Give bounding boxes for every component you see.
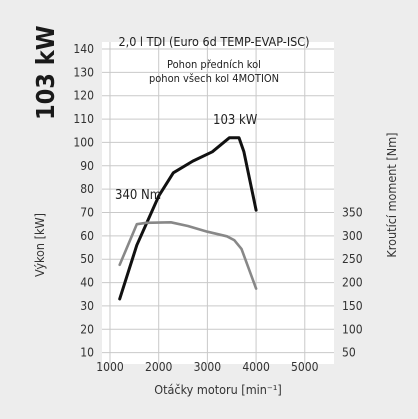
y-left-tick-label: 110 [73,112,94,126]
tick-labels: 1000 2000 3000 4000 5000 10 20 30 40 50 60 70 80 90 10… [73,42,362,374]
x-tick-label: 4000 [242,360,270,374]
y-left-tick-label: 30 [80,299,94,313]
y-left-tick-label: 120 [73,89,94,103]
y-right-tick-label: 50 [342,346,356,360]
y-right-tick-label: 100 [342,322,363,336]
power-badge: 103 kW [31,25,60,120]
torque-series-label: 340 Nm [115,188,161,203]
series-group [118,136,258,301]
y-right-tick-label: 300 [342,229,363,243]
y-left-tick-label: 90 [80,159,94,173]
y-left-tick-label: 10 [80,346,94,360]
chart-title: 2,0 l TDI (Euro 6d TEMP-EVAP-ISC) [118,34,309,49]
legend-line-2: pohon všech kol 4MOTION [149,72,279,85]
x-tick-label: 1000 [96,360,124,374]
x-tick-label: 2000 [145,360,173,374]
y-left-tick-label: 50 [80,252,94,266]
y-axis-left-label: Výkon [kW] [32,213,47,277]
y-right-tick-label: 250 [342,252,363,266]
power-series-label: 103 kW [213,113,258,128]
y-left-tick-label: 40 [80,276,94,290]
x-tick-label: 3000 [194,360,222,374]
y-left-tick-label: 60 [80,229,94,243]
y-left-tick-label: 140 [73,42,94,56]
y-left-tick-label: 70 [80,206,94,220]
x-tick-label: 5000 [291,360,319,374]
torque-curve [118,221,258,290]
plot-background [102,42,334,364]
x-axis-label: Otáčky motoru [min⁻¹] [154,382,281,397]
y-axis-right-label: Kroutící moment [Nm] [384,132,399,257]
y-left-tick-label: 100 [73,135,94,149]
y-right-tick-label: 350 [342,206,363,220]
y-right-tick-label: 150 [342,299,363,313]
legend-line-1: Pohon předních kol [167,58,261,71]
y-left-tick-label: 130 [73,65,94,79]
y-right-tick-label: 200 [342,276,363,290]
power-curve [118,136,258,301]
y-left-tick-label: 20 [80,322,94,336]
y-left-tick-label: 80 [80,182,94,196]
